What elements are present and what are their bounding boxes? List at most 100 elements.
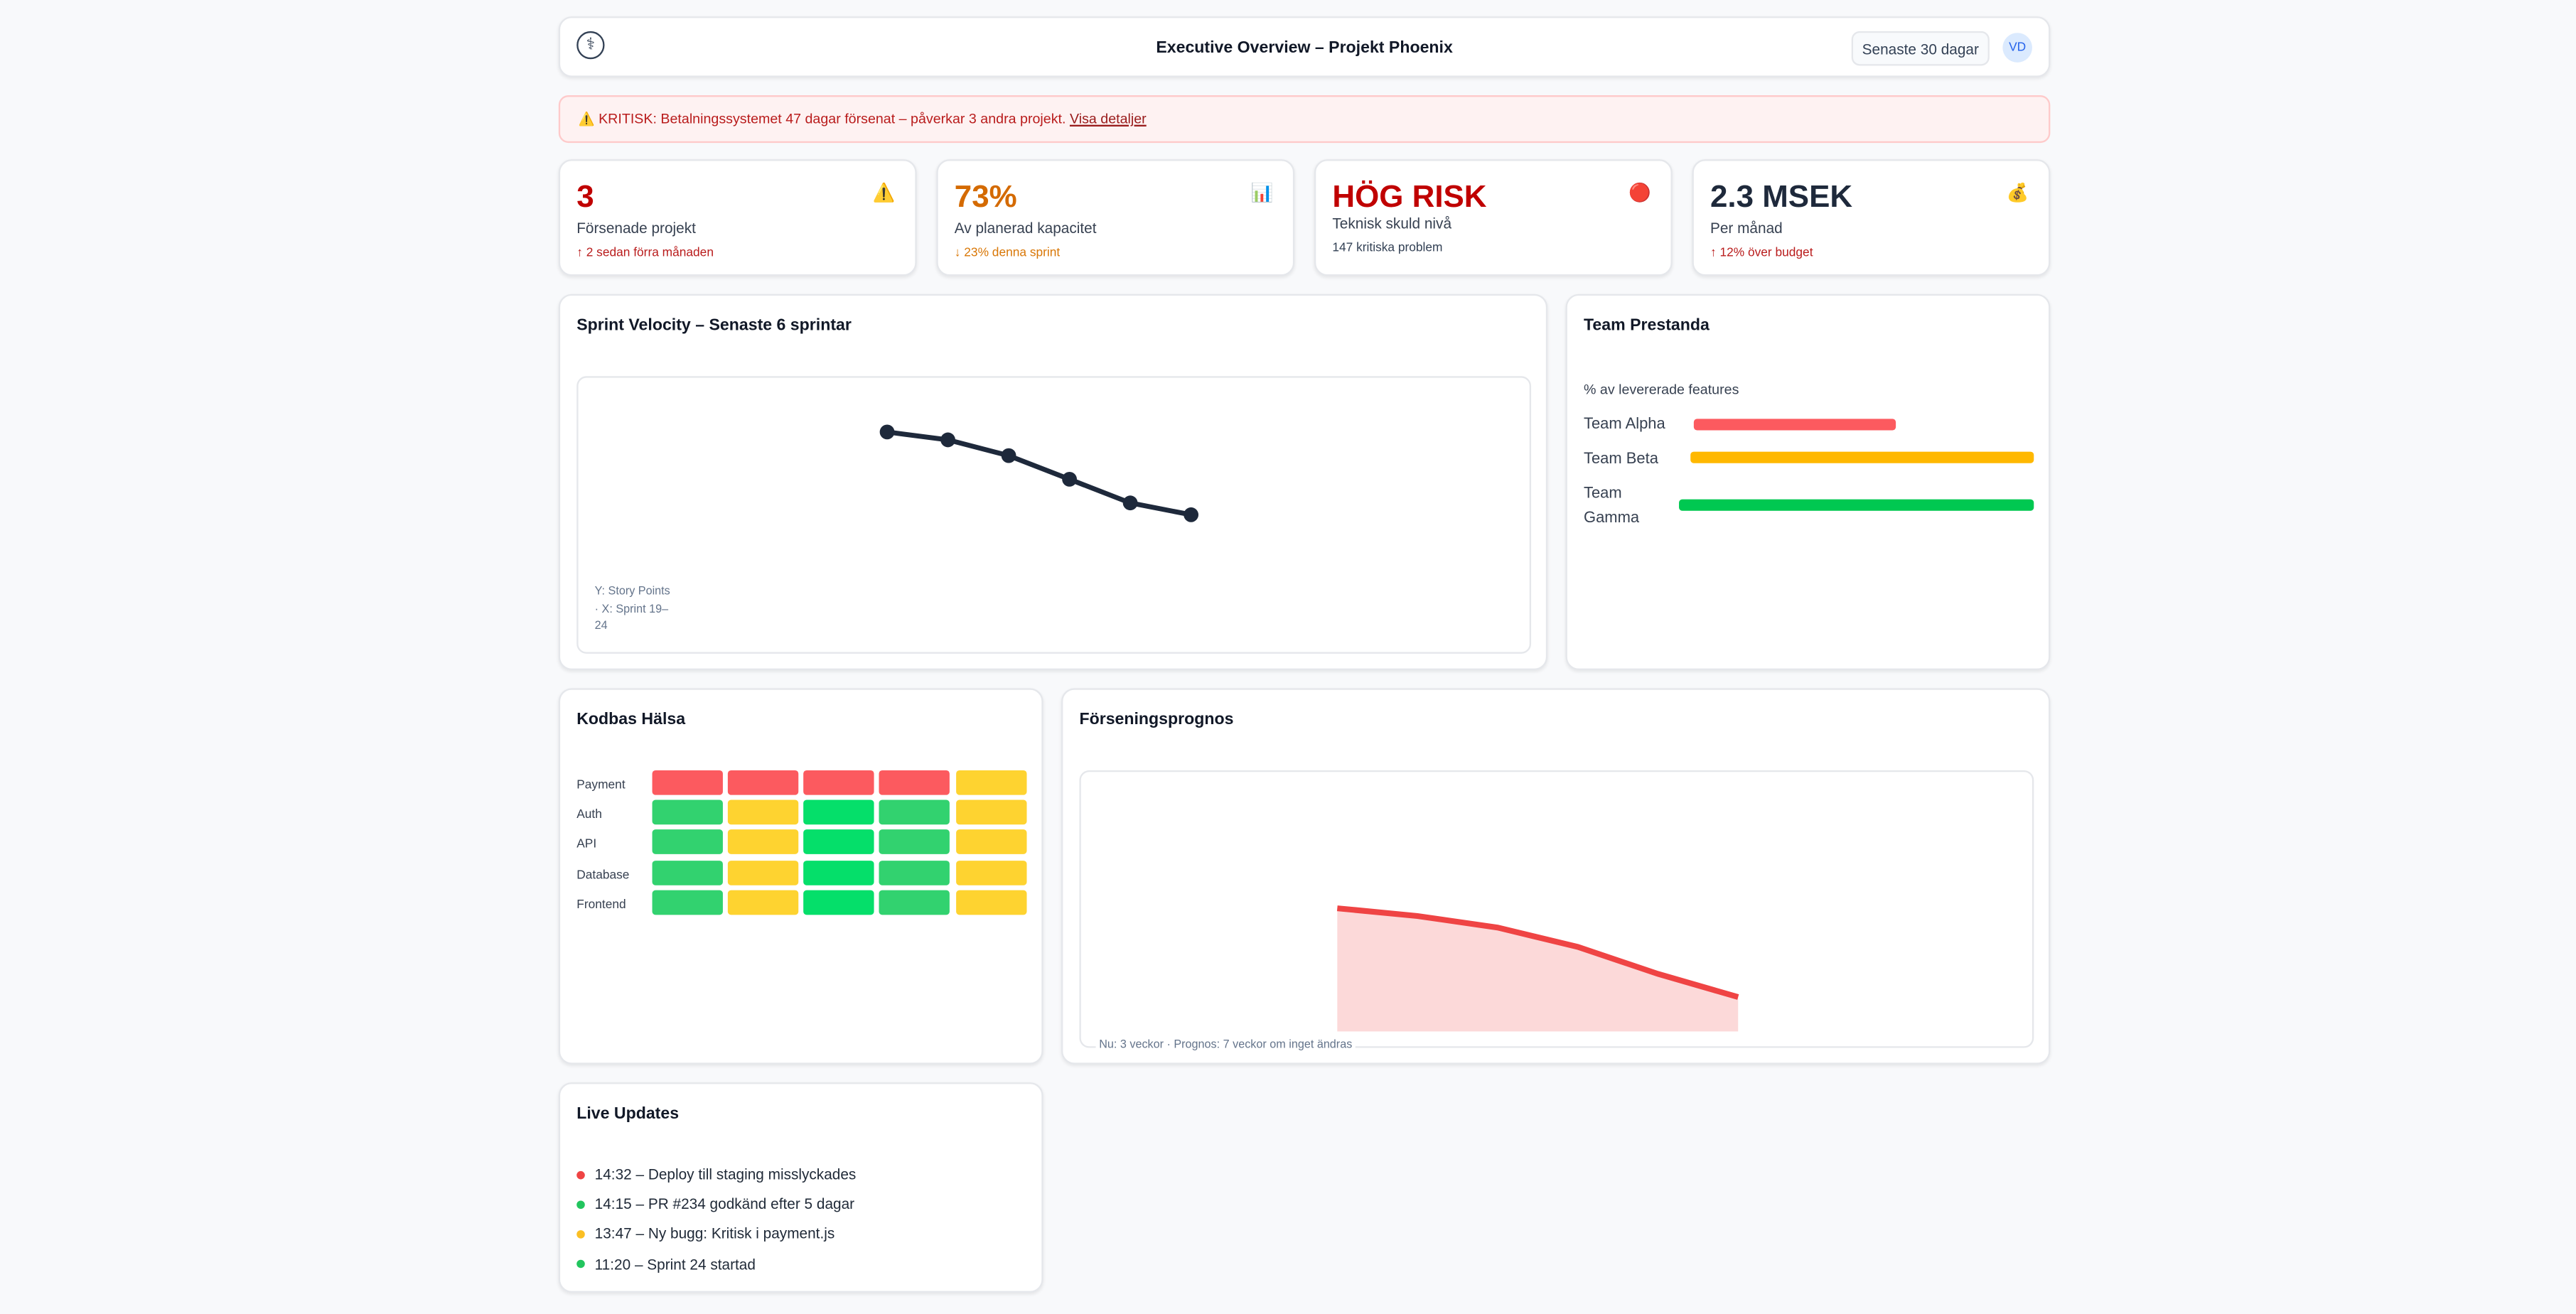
heatmap-cell[interactable] (879, 799, 950, 825)
heatmap-cell[interactable] (879, 770, 950, 795)
live-update-text: 11:20 – Sprint 24 startad (594, 1256, 756, 1273)
velocity-point[interactable] (879, 424, 895, 440)
kpi-subtext: ↑ 2 sedan förra månaden (576, 244, 714, 260)
card-title: Förseningsprognos (1079, 711, 1234, 730)
kpi-card: 73% 📊 Av planerad kapacitet ↓ 23% denna … (936, 159, 1295, 276)
kpi-icon: ⚠️ (872, 183, 896, 204)
card-title: Team Prestanda (1583, 317, 1710, 335)
heatmap-cell[interactable] (956, 799, 1027, 825)
heatmap-cell[interactable] (956, 860, 1027, 885)
kpi-subtext: ↓ 23% denna sprint (954, 244, 1061, 260)
heatmap-row-label: Payment (576, 777, 626, 792)
forecast-line (1336, 905, 1739, 1000)
team-performance-card: Team Prestanda % av levererade features … (1565, 294, 2051, 670)
alert-text: KRITISK: Betalningssystemet 47 dagar för… (599, 109, 1066, 126)
kpi-subtext: 147 kritiska problem (1332, 239, 1443, 255)
kpi-label: Per månad (1710, 220, 1783, 237)
alert-details-link[interactable]: Visa detaljer (1069, 109, 1147, 126)
team-bar-beta (1690, 451, 2034, 463)
kpi-label: Försenade projekt (576, 220, 696, 237)
card-title: Live Updates (576, 1105, 680, 1124)
team-label-alpha: Team Alpha (1583, 415, 1665, 434)
heatmap-cell[interactable] (879, 860, 950, 885)
heatmap-cell[interactable] (803, 799, 874, 825)
heatmap-cell[interactable] (803, 860, 874, 885)
heatmap-cell[interactable] (879, 830, 950, 855)
heatmap-cell[interactable] (727, 770, 799, 795)
status-dot-icon (576, 1229, 585, 1239)
heatmap-cell[interactable] (727, 860, 799, 885)
kpi-label: Av planerad kapacitet (954, 220, 1097, 237)
team-bar-gamma (1679, 499, 2034, 511)
header-bar: ⚕ Executive Overview – Projekt Phoenix S… (558, 16, 2051, 77)
live-update-item: 13:47 – Ny bugg: Kritisk i payment.js (576, 1226, 834, 1242)
kpi-value: 2.3 MSEK (1710, 181, 1853, 215)
heatmap-row-label: Database (576, 866, 630, 882)
date-range-button[interactable]: Senaste 30 dagar (1851, 31, 1990, 66)
heatmap-row-label: API (576, 836, 597, 852)
kpi-card: 3 ⚠️ Försenade projekt ↑ 2 sedan förra m… (558, 159, 917, 276)
kpi-card: 2.3 MSEK 💰 Per månad ↑ 12% över budget (1692, 159, 2051, 276)
heatmap-cell[interactable] (956, 890, 1027, 915)
heatmap-row-label: Frontend (576, 896, 626, 912)
forecast-note: Nu: 3 veckor · Prognos: 7 veckor om inge… (1095, 1039, 1356, 1052)
heatmap-cell[interactable] (956, 770, 1027, 795)
sprint-velocity-card: Sprint Velocity – Senaste 6 sprintar Y: … (558, 294, 1548, 670)
heatmap-row-label: Auth (576, 807, 602, 822)
team-subtitle: % av levererade features (1583, 381, 1739, 398)
velocity-point[interactable] (1062, 472, 1077, 487)
status-dot-icon (576, 1200, 585, 1209)
heatmap-cell[interactable] (803, 890, 874, 915)
velocity-chart-area (576, 376, 1532, 654)
kpi-icon: 💰 (2006, 183, 2029, 204)
heatmap-cell[interactable] (803, 770, 874, 795)
status-dot-icon (576, 1170, 585, 1179)
page-title: Executive Overview – Projekt Phoenix (1156, 39, 1453, 58)
heatmap-cell[interactable] (727, 830, 799, 855)
velocity-point[interactable] (1184, 507, 1199, 522)
kpi-value: HÖG RISK (1332, 181, 1487, 215)
velocity-line (886, 429, 1192, 517)
kpi-subtext: ↑ 12% över budget (1710, 244, 1813, 260)
kpi-label: Teknisk skuld nivå (1332, 215, 1452, 232)
heatmap-cell[interactable] (956, 830, 1027, 855)
forecast-area (1337, 908, 1739, 1032)
warning-icon: ⚠️ (578, 112, 595, 126)
kpi-value: 3 (576, 181, 594, 215)
heatmap-cell[interactable] (652, 890, 723, 915)
kpi-icon: 📊 (1250, 183, 1274, 204)
live-update-text: 14:15 – PR #234 godkänd efter 5 dagar (594, 1195, 855, 1213)
heatmap-cell[interactable] (652, 860, 723, 885)
heatmap-cell[interactable] (652, 799, 723, 825)
heatmap-cell[interactable] (652, 830, 723, 855)
velocity-point[interactable] (1122, 495, 1138, 511)
live-update-item: 11:20 – Sprint 24 startad (576, 1256, 756, 1272)
heatmap-cell[interactable] (727, 890, 799, 915)
team-label-gamma: Team Gamma (1583, 484, 1640, 527)
live-updates-card: Live Updates (558, 1082, 1043, 1293)
live-update-text: 13:47 – Ny bugg: Kritisk i payment.js (594, 1226, 835, 1243)
heatmap-cell[interactable] (879, 890, 950, 915)
card-title: Sprint Velocity – Senaste 6 sprintar (576, 317, 852, 335)
heatmap-cell[interactable] (803, 830, 874, 855)
live-update-item: 14:15 – PR #234 godkänd efter 5 dagar (576, 1196, 854, 1212)
status-dot-icon (576, 1259, 585, 1269)
delay-forecast-card: Förseningsprognos Nu: 3 veckor · Prognos… (1061, 688, 2051, 1065)
velocity-point[interactable] (940, 432, 955, 448)
avatar[interactable]: VD (2002, 33, 2032, 63)
heatmap-cell[interactable] (727, 799, 799, 825)
forecast-chart-area (1079, 770, 2034, 1048)
kpi-card: HÖG RISK 🔴 Teknisk skuld nivå 147 kritis… (1314, 159, 1673, 276)
forecast-chart (1336, 905, 1739, 1032)
velocity-point[interactable] (1001, 448, 1016, 463)
team-bar-alpha (1693, 419, 1896, 431)
velocity-chart (879, 424, 1199, 522)
chart-axis-note: Y: Story Points · X: Sprint 19–24 (594, 586, 670, 632)
kpi-icon: 🔴 (1628, 183, 1651, 204)
kpi-value: 73% (954, 181, 1017, 215)
caduceus-icon[interactable]: ⚕ (576, 31, 605, 60)
team-label-beta: Team Beta (1583, 450, 1658, 468)
critical-alert: ⚠️ KRITISK: Betalningssystemet 47 dagar … (558, 95, 2051, 144)
live-update-item: 14:32 – Deploy till staging misslyckades (576, 1166, 856, 1183)
heatmap-cell[interactable] (652, 770, 723, 795)
